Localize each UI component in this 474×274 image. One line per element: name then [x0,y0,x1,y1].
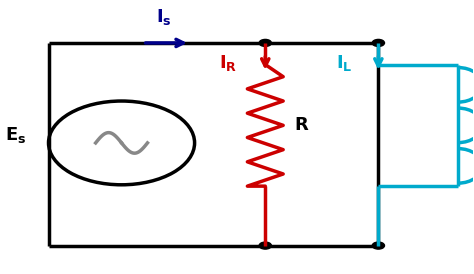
Text: $\mathbf{I_L}$: $\mathbf{I_L}$ [336,53,353,73]
Circle shape [372,39,384,47]
Text: $\mathbf{E_s}$: $\mathbf{E_s}$ [5,125,26,145]
Text: $\mathbf{I_s}$: $\mathbf{I_s}$ [156,7,172,27]
Text: $\mathbf{R}$: $\mathbf{R}$ [293,116,309,134]
Circle shape [259,242,272,249]
Circle shape [372,242,384,249]
Text: $\mathbf{I_R}$: $\mathbf{I_R}$ [219,53,237,73]
Circle shape [259,39,272,47]
